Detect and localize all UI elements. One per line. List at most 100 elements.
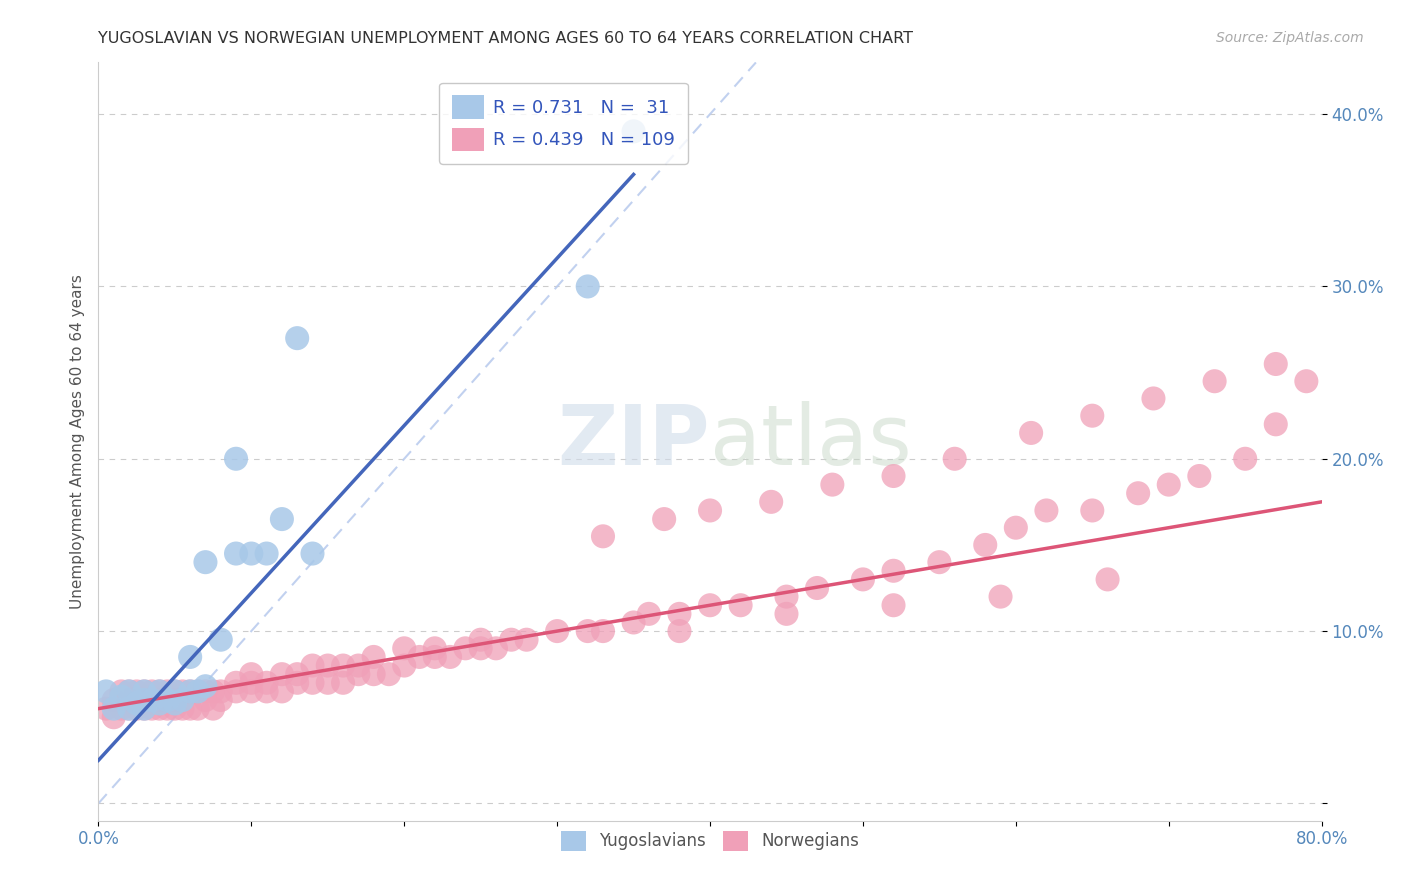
Point	[668, 624, 690, 639]
Point	[110, 690, 132, 704]
Point	[990, 590, 1012, 604]
Point	[118, 693, 141, 707]
Point	[225, 675, 247, 690]
Point	[285, 675, 308, 690]
Point	[285, 331, 308, 345]
Point	[347, 658, 370, 673]
Point	[156, 684, 179, 698]
Point	[928, 555, 950, 569]
Point	[316, 658, 339, 673]
Point	[1264, 417, 1286, 432]
Point	[1035, 503, 1057, 517]
Point	[256, 675, 278, 690]
Point	[125, 684, 148, 698]
Point	[347, 667, 370, 681]
Text: atlas: atlas	[710, 401, 911, 482]
Point	[149, 684, 172, 698]
Point	[378, 667, 401, 681]
Point	[134, 701, 156, 715]
Point	[516, 632, 538, 647]
Point	[163, 684, 186, 698]
Point	[141, 701, 163, 715]
Point	[149, 684, 172, 698]
Point	[141, 693, 163, 707]
Point	[270, 512, 292, 526]
Point	[1188, 469, 1211, 483]
Point	[392, 658, 416, 673]
Point	[103, 693, 125, 707]
Point	[256, 547, 278, 561]
Point	[172, 693, 194, 707]
Point	[883, 564, 905, 578]
Point	[408, 649, 430, 664]
Point	[270, 684, 292, 698]
Point	[103, 710, 125, 724]
Point	[256, 684, 278, 698]
Point	[883, 469, 905, 483]
Point	[118, 701, 141, 715]
Point	[110, 684, 132, 698]
Point	[187, 701, 209, 715]
Point	[1234, 451, 1257, 466]
Point	[775, 607, 797, 621]
Text: Source: ZipAtlas.com: Source: ZipAtlas.com	[1216, 31, 1364, 45]
Point	[1157, 477, 1180, 491]
Point	[141, 684, 163, 698]
Point	[103, 701, 125, 715]
Point	[485, 641, 508, 656]
Point	[125, 697, 148, 711]
Legend: Yugoslavians, Norwegians: Yugoslavians, Norwegians	[554, 824, 866, 858]
Point	[149, 701, 172, 715]
Point	[943, 451, 966, 466]
Point	[454, 641, 477, 656]
Point	[730, 599, 752, 613]
Point	[209, 693, 232, 707]
Point	[134, 693, 156, 707]
Point	[1264, 357, 1286, 371]
Text: ZIP: ZIP	[558, 401, 710, 482]
Point	[179, 684, 201, 698]
Point	[1081, 503, 1104, 517]
Point	[270, 667, 292, 681]
Point	[240, 667, 263, 681]
Point	[974, 538, 997, 552]
Point	[194, 679, 217, 693]
Point	[94, 684, 117, 698]
Point	[179, 701, 201, 715]
Point	[1128, 486, 1150, 500]
Point	[134, 693, 156, 707]
Point	[125, 701, 148, 715]
Point	[637, 607, 661, 621]
Point	[202, 684, 225, 698]
Point	[1097, 573, 1119, 587]
Point	[187, 684, 209, 698]
Point	[576, 279, 599, 293]
Text: YUGOSLAVIAN VS NORWEGIAN UNEMPLOYMENT AMONG AGES 60 TO 64 YEARS CORRELATION CHAR: YUGOSLAVIAN VS NORWEGIAN UNEMPLOYMENT AM…	[98, 31, 914, 46]
Point	[699, 599, 721, 613]
Point	[301, 547, 323, 561]
Point	[240, 547, 263, 561]
Point	[1204, 374, 1226, 388]
Point	[1019, 425, 1042, 440]
Point	[149, 697, 172, 711]
Point	[699, 503, 721, 517]
Point	[149, 693, 172, 707]
Point	[118, 684, 141, 698]
Point	[759, 495, 782, 509]
Point	[623, 124, 645, 138]
Point	[439, 649, 461, 664]
Point	[225, 451, 247, 466]
Point	[163, 684, 186, 698]
Point	[163, 693, 186, 707]
Point	[423, 649, 446, 664]
Point	[470, 632, 492, 647]
Point	[163, 701, 186, 715]
Point	[852, 573, 875, 587]
Point	[363, 649, 385, 664]
Point	[134, 701, 156, 715]
Point	[1142, 392, 1164, 406]
Point	[163, 697, 186, 711]
Point	[821, 477, 844, 491]
Point	[194, 693, 217, 707]
Point	[623, 615, 645, 630]
